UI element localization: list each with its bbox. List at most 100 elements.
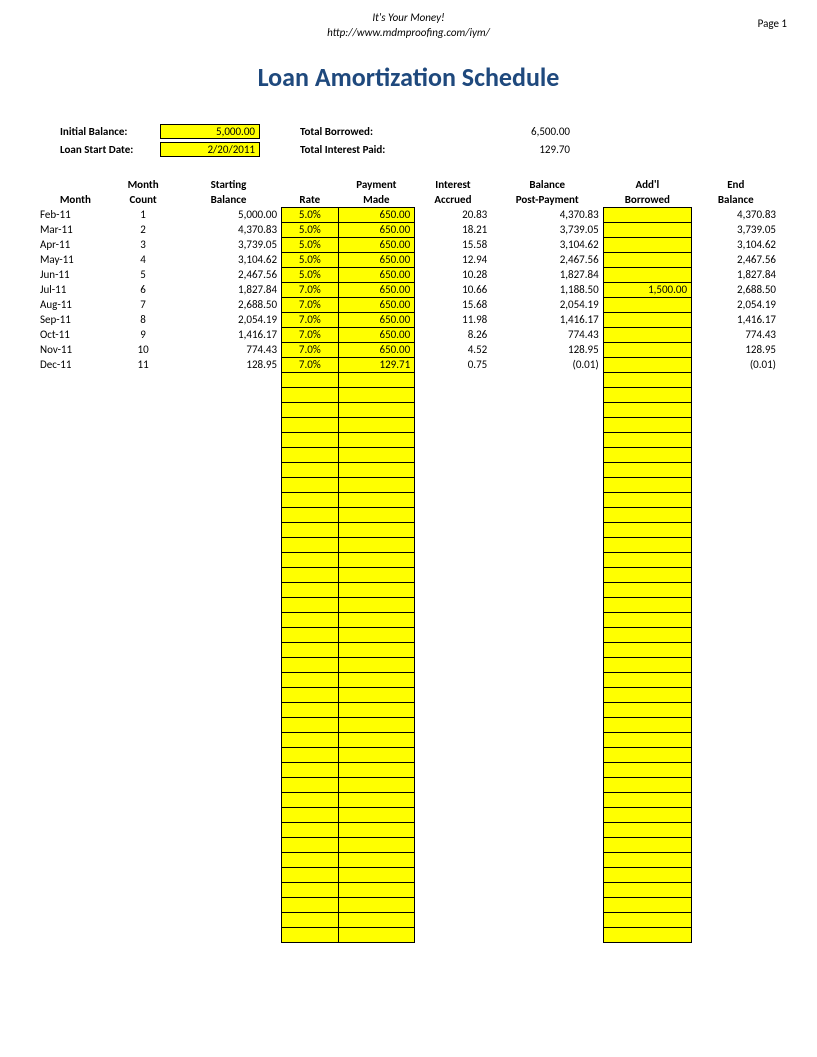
table-row-empty	[40, 672, 780, 687]
cell-count	[111, 762, 176, 777]
cell-balance-post: 3,739.05	[491, 222, 603, 237]
cell-interest: 15.68	[415, 297, 492, 312]
cell-count	[111, 417, 176, 432]
cell-starting-balance	[175, 597, 281, 612]
cell-balance-post	[491, 657, 603, 672]
cell-payment: 650.00	[338, 312, 415, 327]
cell-month	[40, 612, 111, 627]
col-rate-l1	[282, 177, 339, 192]
cell-interest	[415, 657, 492, 672]
schedule-table: Month Starting Payment Interest Balance …	[40, 177, 780, 943]
cell-addl-borrowed	[603, 747, 691, 762]
cell-month	[40, 822, 111, 837]
table-row: Dec-1111128.957.0%129.710.75(0.01)(0.01)	[40, 357, 780, 372]
cell-starting-balance: 2,688.50	[175, 297, 281, 312]
cell-addl-borrowed	[603, 627, 691, 642]
table-row-empty	[40, 462, 780, 477]
cell-count: 10	[111, 342, 176, 357]
cell-balance-post	[491, 852, 603, 867]
col-pay-l2: Made	[338, 192, 415, 208]
cell-rate	[282, 747, 339, 762]
cell-end-balance	[692, 927, 780, 942]
cell-rate	[282, 657, 339, 672]
cell-rate: 7.0%	[282, 312, 339, 327]
cell-addl-borrowed	[603, 312, 691, 327]
cell-end-balance: 1,416.17	[692, 312, 780, 327]
cell-starting-balance	[175, 552, 281, 567]
cell-starting-balance	[175, 672, 281, 687]
table-row-empty	[40, 507, 780, 522]
cell-balance-post	[491, 612, 603, 627]
cell-rate	[282, 717, 339, 732]
cell-starting-balance	[175, 867, 281, 882]
cell-month	[40, 837, 111, 852]
table-row-empty	[40, 627, 780, 642]
cell-addl-borrowed	[603, 357, 691, 372]
cell-month	[40, 672, 111, 687]
cell-addl-borrowed	[603, 417, 691, 432]
cell-end-balance	[692, 447, 780, 462]
cell-payment	[338, 687, 415, 702]
table-row: May-1143,104.625.0%650.0012.942,467.562,…	[40, 252, 780, 267]
cell-addl-borrowed	[603, 447, 691, 462]
cell-balance-post: 4,370.83	[491, 207, 603, 222]
cell-month: Jun-11	[40, 267, 111, 282]
cell-month	[40, 762, 111, 777]
cell-interest	[415, 672, 492, 687]
cell-interest	[415, 627, 492, 642]
table-row: Apr-1133,739.055.0%650.0015.583,104.623,…	[40, 237, 780, 252]
cell-payment	[338, 747, 415, 762]
cell-balance-post: 1,188.50	[491, 282, 603, 297]
cell-interest: 0.75	[415, 357, 492, 372]
cell-addl-borrowed	[603, 477, 691, 492]
cell-addl-borrowed	[603, 237, 691, 252]
cell-payment	[338, 537, 415, 552]
cell-rate: 5.0%	[282, 207, 339, 222]
table-row-empty	[40, 717, 780, 732]
cell-interest: 11.98	[415, 312, 492, 327]
cell-balance-post: 3,104.62	[491, 237, 603, 252]
col-int-l1: Interest	[415, 177, 492, 192]
cell-addl-borrowed	[603, 207, 691, 222]
table-row-empty	[40, 912, 780, 927]
cell-interest	[415, 912, 492, 927]
cell-rate: 7.0%	[282, 342, 339, 357]
cell-rate	[282, 582, 339, 597]
cell-month	[40, 372, 111, 387]
cell-payment	[338, 927, 415, 942]
summary-row-start-date: Loan Start Date: 2/20/2011 Total Interes…	[60, 141, 787, 159]
cell-end-balance	[692, 492, 780, 507]
cell-starting-balance	[175, 507, 281, 522]
cell-interest: 18.21	[415, 222, 492, 237]
col-count-l1: Month	[111, 177, 176, 192]
cell-rate	[282, 897, 339, 912]
cell-interest	[415, 807, 492, 822]
cell-interest	[415, 597, 492, 612]
cell-starting-balance	[175, 927, 281, 942]
cell-addl-borrowed	[603, 792, 691, 807]
cell-rate	[282, 522, 339, 537]
cell-payment	[338, 522, 415, 537]
cell-rate: 7.0%	[282, 357, 339, 372]
cell-starting-balance	[175, 852, 281, 867]
cell-end-balance	[692, 567, 780, 582]
table-row-empty	[40, 807, 780, 822]
cell-count	[111, 822, 176, 837]
cell-addl-borrowed	[603, 927, 691, 942]
cell-balance-post	[491, 717, 603, 732]
cell-month	[40, 702, 111, 717]
cell-rate	[282, 552, 339, 567]
table-row-empty	[40, 597, 780, 612]
cell-balance-post	[491, 792, 603, 807]
cell-end-balance	[692, 882, 780, 897]
cell-interest: 10.28	[415, 267, 492, 282]
cell-starting-balance	[175, 462, 281, 477]
cell-rate	[282, 447, 339, 462]
cell-starting-balance	[175, 687, 281, 702]
cell-payment	[338, 447, 415, 462]
cell-rate	[282, 417, 339, 432]
cell-addl-borrowed	[603, 717, 691, 732]
table-row: Sep-1182,054.197.0%650.0011.981,416.171,…	[40, 312, 780, 327]
loan-start-value: 2/20/2011	[160, 142, 260, 157]
table-row-empty	[40, 882, 780, 897]
